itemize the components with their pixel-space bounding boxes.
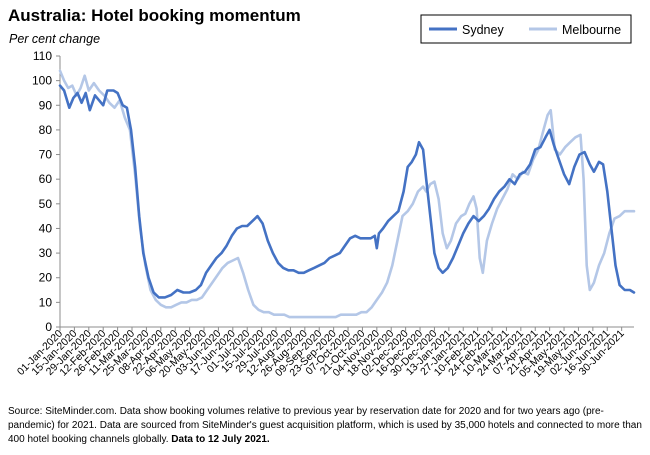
y-axis-unit-label: Per cent change [9,32,101,46]
y-tick-label: 0 [45,320,52,334]
y-tick-label: 70 [39,148,53,162]
chart-title: Australia: Hotel booking momentum [8,6,301,25]
y-tick-label: 40 [39,221,53,235]
y-axis: 0 10 20 30 40 50 60 70 80 90 100 110 [32,49,61,334]
y-tick-label: 60 [39,172,53,186]
y-tick-label: 50 [39,197,53,211]
y-tick-label: 20 [39,271,53,285]
x-axis: 01-Jan-202015-Jan-202029-Jan-202012-Feb-… [15,326,634,380]
y-tick-label: 90 [39,98,53,112]
y-tick-label: 100 [32,74,52,88]
y-tick-label: 80 [39,123,53,137]
y-tick-label: 110 [33,49,52,63]
chart-series [58,69,636,319]
y-tick-label: 10 [39,295,53,309]
legend-label-sydney: Sydney [462,23,504,37]
footnote-text: Source: SiteMinder.com. Data show bookin… [8,406,642,445]
y-tick-label: 30 [39,246,53,260]
chart-legend: Sydney Melbourne [420,14,632,44]
series-line-melbourne [58,69,636,319]
line-chart: Sydney Melbourne 0 10 20 30 40 50 60 70 80 90 100 11… [15,14,636,380]
source-footnote: Source: SiteMinder.com. Data show bookin… [8,405,644,447]
footnote-date: Data to 12 July 2021. [171,434,270,445]
legend-label-melbourne: Melbourne [562,23,621,37]
series-line-sydney [58,84,636,299]
